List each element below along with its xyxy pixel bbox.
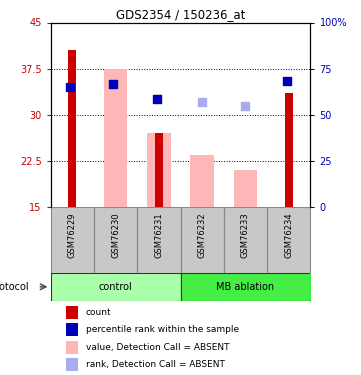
Bar (155, 133, 163, 207)
Bar (66, 340, 78, 354)
Point (199, 99, 205, 105)
Bar (66, 323, 78, 336)
Text: GSM76232: GSM76232 (198, 212, 206, 258)
Bar (285, 93, 293, 207)
Text: percentile rank within the sample: percentile rank within the sample (86, 325, 239, 334)
Bar (190, 155, 214, 207)
Point (284, 78, 290, 84)
Text: value, Detection Call = ABSENT: value, Detection Call = ABSENT (86, 342, 229, 351)
Bar (66, 306, 78, 319)
Text: MB ablation: MB ablation (216, 282, 275, 292)
Text: GSM76230: GSM76230 (111, 212, 120, 258)
Point (67, 84, 73, 90)
Text: GSM76233: GSM76233 (241, 212, 250, 258)
Point (110, 81, 116, 87)
Bar (66, 358, 78, 371)
Text: GSM76231: GSM76231 (155, 212, 163, 258)
Text: protocol: protocol (0, 282, 29, 292)
Point (243, 102, 248, 108)
Title: GDS2354 / 150236_at: GDS2354 / 150236_at (116, 8, 245, 21)
Bar (104, 69, 127, 207)
Point (154, 96, 160, 102)
Bar (68, 50, 76, 207)
Text: control: control (99, 282, 132, 292)
Text: rank, Detection Call = ABSENT: rank, Detection Call = ABSENT (86, 360, 225, 369)
Bar (147, 133, 171, 207)
Bar (234, 170, 257, 207)
Text: GSM76229: GSM76229 (68, 212, 77, 258)
Text: count: count (86, 308, 111, 317)
Text: GSM76234: GSM76234 (284, 212, 293, 258)
